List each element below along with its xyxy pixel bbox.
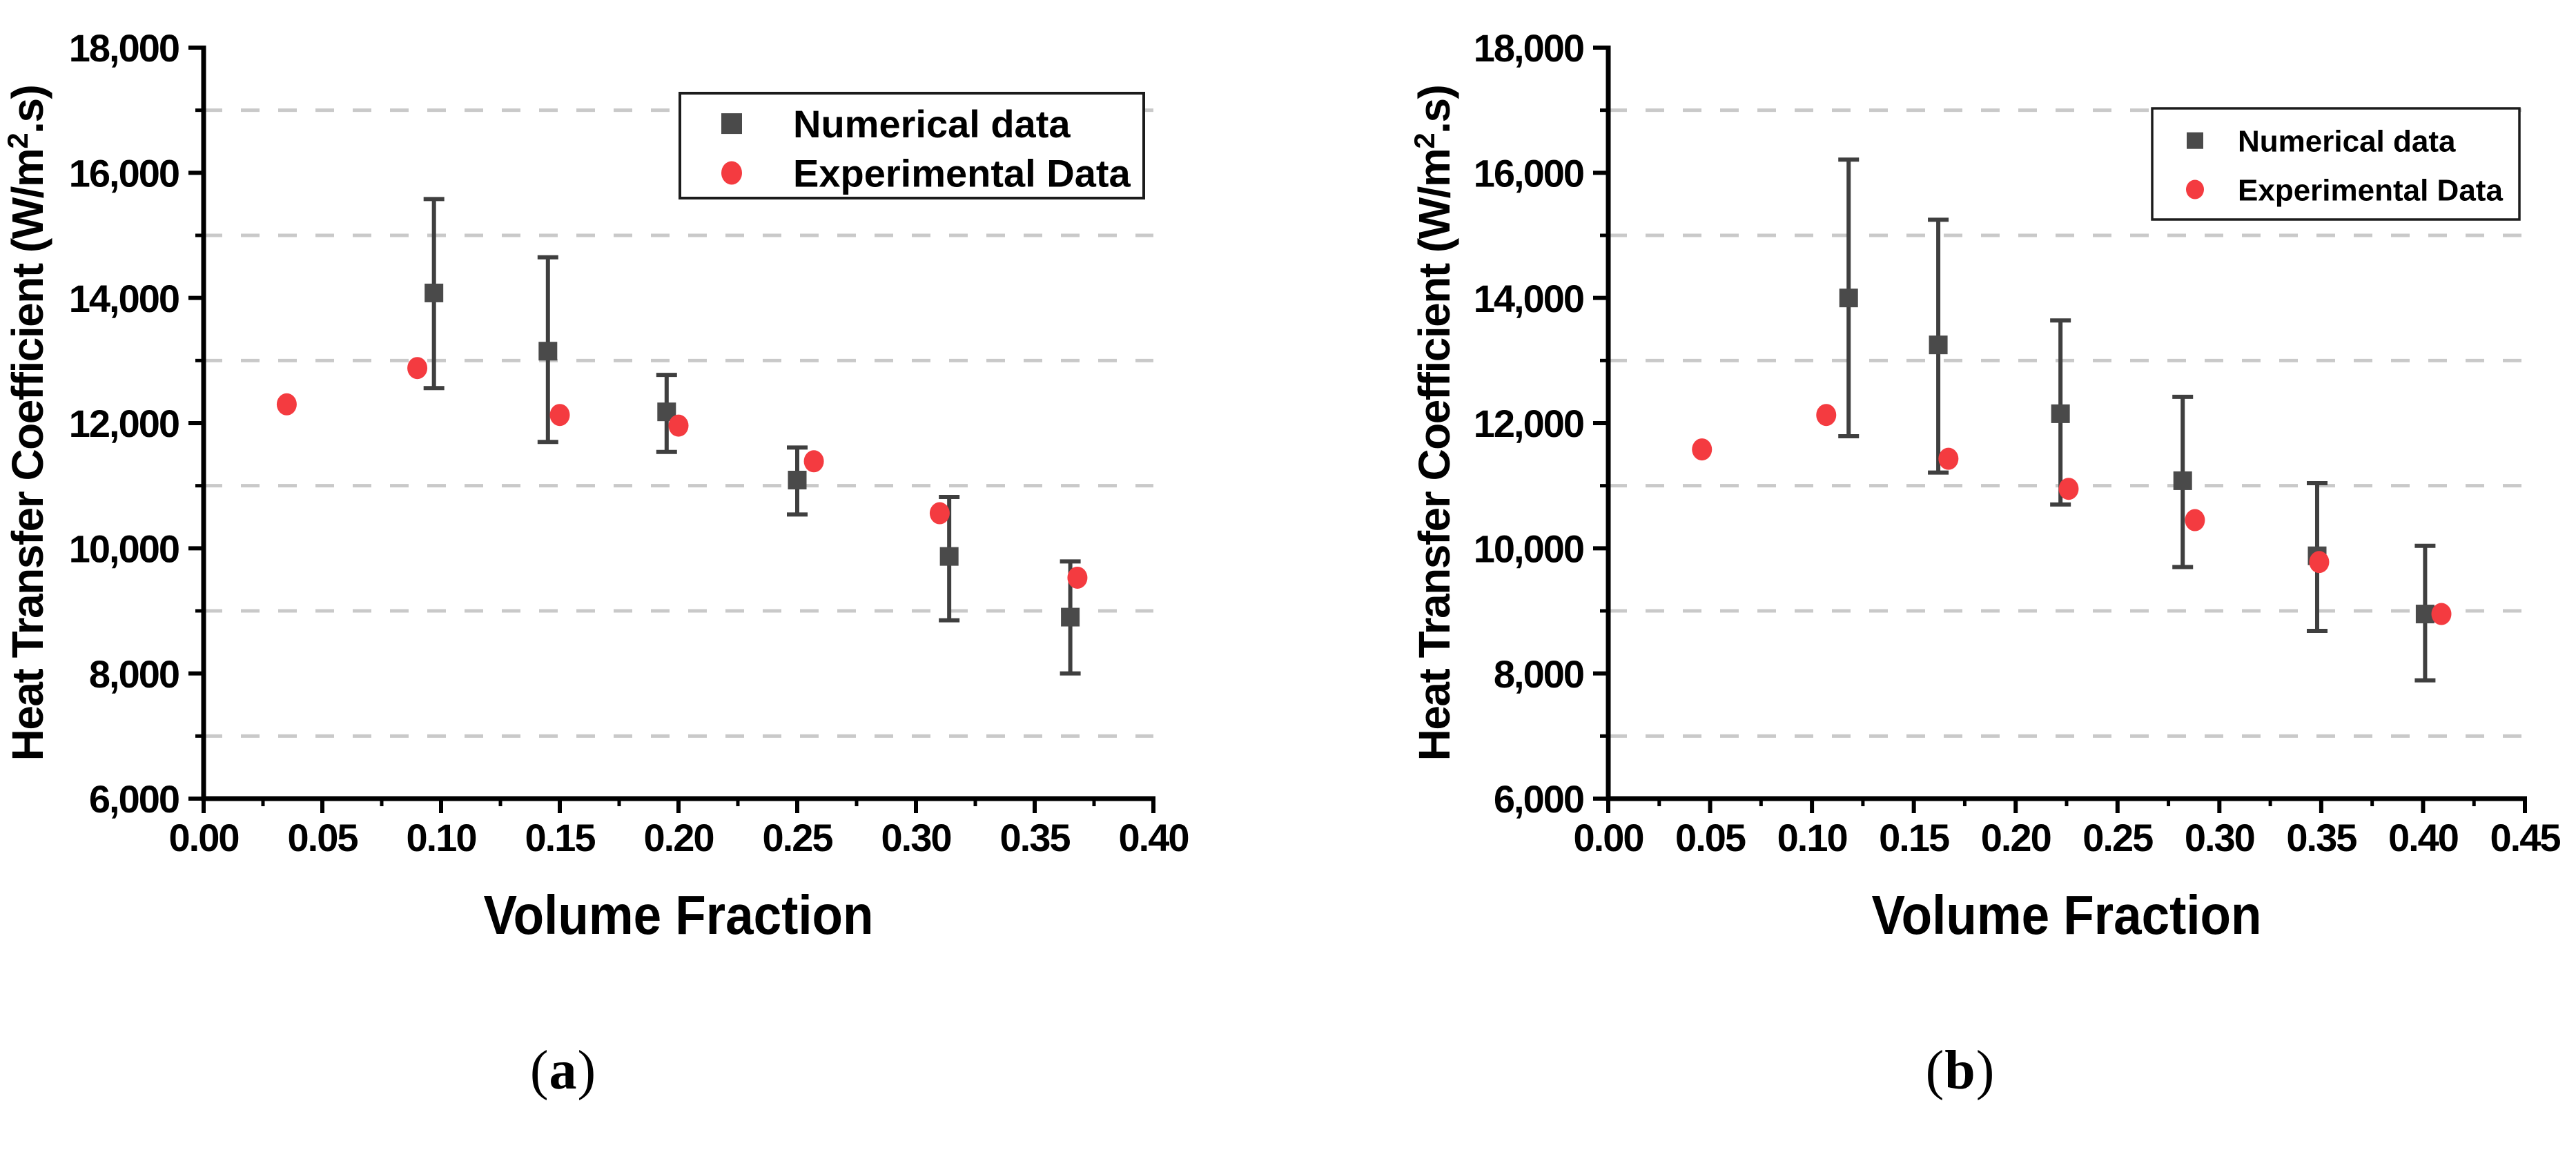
experimental-point xyxy=(407,357,428,380)
y-axis-title: Heat Transfer Coefficient (W/m2.s) xyxy=(1408,86,1459,761)
x-axis-title: Volume Fraction xyxy=(1872,884,2262,946)
caption-b-letter: b xyxy=(1944,1040,1976,1101)
experimental-series xyxy=(1692,404,2452,625)
experimental-point xyxy=(803,450,824,473)
y-axis-title-unit: .s) xyxy=(1409,86,1459,134)
legend-box xyxy=(2151,107,2521,221)
y-tick-label: 18,000 xyxy=(1474,26,1583,70)
legend-box xyxy=(679,92,1145,199)
legend: Numerical data Experimental Data xyxy=(2151,107,2521,221)
x-tick-label: 0.20 xyxy=(1981,816,2051,859)
x-tick-label: 0.25 xyxy=(2082,816,2153,859)
experimental-point xyxy=(668,414,689,437)
x-tick-label: 0.10 xyxy=(1777,816,1847,859)
x-tick-label: 0.00 xyxy=(1574,816,1643,859)
numerical-point xyxy=(1061,607,1080,627)
x-tick-label: 0.25 xyxy=(763,816,833,859)
caption-a: (a) xyxy=(530,1040,596,1102)
x-tick-label: 0.05 xyxy=(1675,816,1746,859)
x-tick-label: 0.00 xyxy=(169,816,239,859)
plot-b: 18,000 16,000 14,000 12,000 10,000 8,000 6,000… xyxy=(1408,26,2562,946)
numerical-point xyxy=(425,283,444,302)
x-tick-label: 0.35 xyxy=(1000,816,1071,859)
plot-a: 18,000 16,000 14,000 12,000 10,000 8,000 6,000… xyxy=(1,26,1190,946)
x-tick-label: 0.45 xyxy=(2490,816,2561,859)
legend-circle-marker xyxy=(721,161,742,185)
experimental-point xyxy=(929,502,950,525)
y-tick-label: 6,000 xyxy=(89,777,179,821)
y-tick-label: 18,000 xyxy=(69,26,179,70)
x-tick-label: 0.15 xyxy=(1879,816,1949,859)
legend-label: Experimental Data xyxy=(793,152,1131,195)
y-tick-label: 6,000 xyxy=(1494,777,1583,821)
experimental-series xyxy=(276,357,1088,589)
numerical-point xyxy=(939,547,959,566)
x-tick-label: 0.30 xyxy=(2185,816,2254,859)
experimental-point xyxy=(2431,603,2452,625)
numerical-point xyxy=(2415,605,2434,624)
experimental-point xyxy=(276,393,297,416)
x-tick-label: 0.10 xyxy=(407,816,476,859)
y-tick-label: 14,000 xyxy=(69,277,179,320)
numerical-point xyxy=(538,342,558,361)
y-axis-title-main: Heat Transfer Coefficient (W/m xyxy=(3,149,52,761)
numerical-series xyxy=(1838,157,2436,683)
y-tick-label: 14,000 xyxy=(1474,277,1583,320)
y-axis-title: Heat Transfer Coefficient (W/m2.s) xyxy=(1,86,52,761)
x-tick-label: 0.35 xyxy=(2286,816,2357,859)
numerical-point xyxy=(1839,289,1858,308)
y-axis-title-superscript: 2 xyxy=(1,134,34,149)
caption-b: (b) xyxy=(1926,1040,1996,1102)
numerical-point xyxy=(1929,335,1948,355)
y-tick-label: 16,000 xyxy=(69,151,179,195)
experimental-point xyxy=(1692,438,1713,461)
experimental-point xyxy=(549,404,570,427)
legend: Numerical data Experimental Data xyxy=(679,92,1145,199)
legend-label: Numerical data xyxy=(793,102,1071,146)
numerical-series xyxy=(423,197,1081,676)
y-tick-label: 12,000 xyxy=(69,402,179,445)
legend-square-marker xyxy=(721,113,742,135)
y-tick-label: 8,000 xyxy=(1494,652,1583,696)
experimental-point xyxy=(2309,551,2330,574)
experimental-point xyxy=(1938,447,1959,470)
experimental-point xyxy=(1067,566,1088,589)
caption-a-close-paren: ) xyxy=(577,1040,597,1101)
x-tick-label: 0.15 xyxy=(525,816,596,859)
y-tick-label: 10,000 xyxy=(1474,527,1583,570)
y-tick-label: 12,000 xyxy=(1474,402,1583,445)
caption-a-open-paren: ( xyxy=(529,1040,549,1101)
legend-label: Experimental Data xyxy=(2238,173,2503,207)
y-tick-label: 8,000 xyxy=(89,652,179,696)
y-tick-label: 16,000 xyxy=(1474,151,1583,195)
numerical-point xyxy=(2051,404,2070,423)
y-axis-title-unit: .s) xyxy=(3,86,52,134)
y-tick-label: 10,000 xyxy=(69,527,179,570)
legend-square-marker xyxy=(2187,132,2203,149)
y-axis-title-superscript: 2 xyxy=(1408,134,1441,149)
x-tick-label: 0.05 xyxy=(288,816,358,859)
x-tick-label: 0.40 xyxy=(2388,816,2458,859)
x-axis-title: Volume Fraction xyxy=(484,884,874,946)
caption-b-open-paren: ( xyxy=(1925,1040,1945,1101)
y-axis-title-main: Heat Transfer Coefficient (W/m xyxy=(1409,149,1459,761)
experimental-point xyxy=(2185,509,2205,531)
caption-a-letter: a xyxy=(549,1040,578,1101)
numerical-point xyxy=(788,471,807,490)
x-tick-label: 0.20 xyxy=(644,816,714,859)
experimental-point xyxy=(2058,478,2079,500)
legend-label: Numerical data xyxy=(2238,125,2456,159)
numerical-point xyxy=(2173,471,2192,490)
caption-b-close-paren: ) xyxy=(1975,1040,1996,1101)
x-tick-label: 0.40 xyxy=(1119,816,1189,859)
x-tick-label: 0.30 xyxy=(881,816,951,859)
experimental-point xyxy=(1816,404,1837,427)
legend-circle-marker xyxy=(2186,179,2204,199)
